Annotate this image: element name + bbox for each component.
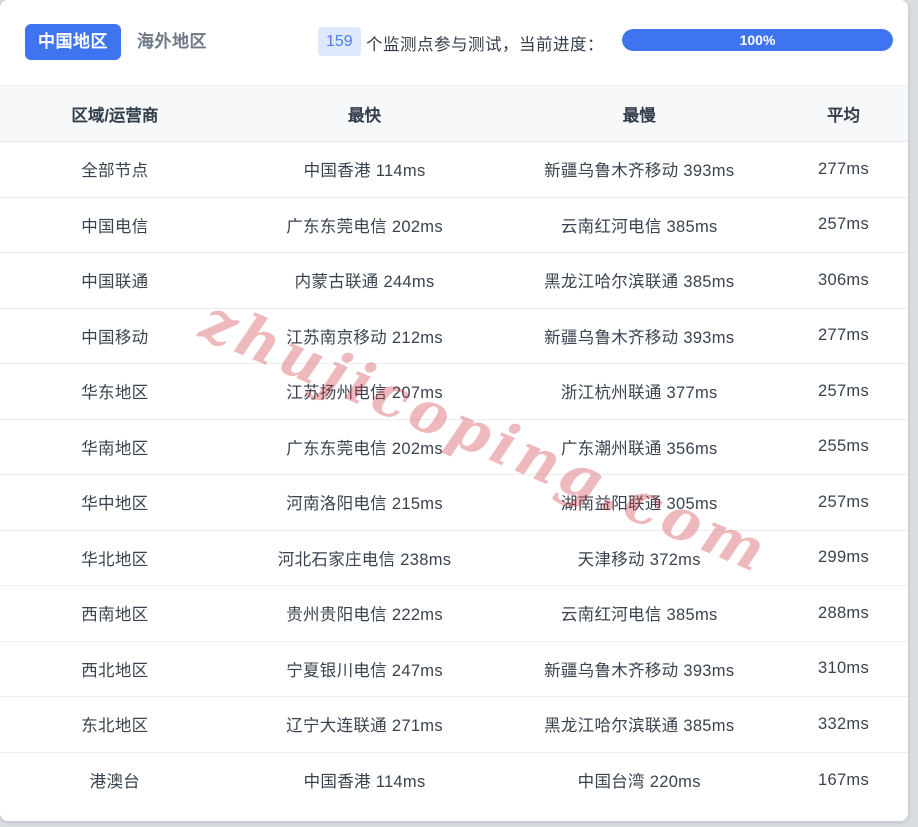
region-cell: 华北地区 [0,530,230,586]
average-cell: 310ms [779,641,908,697]
table-row: 中国联通 内蒙古联通 244ms 黑龙江哈尔滨联通 385ms 306ms [0,252,908,309]
region-cell: 华南地区 [0,419,230,475]
average-cell: 332ms [779,696,908,753]
topbar: 中国地区 海外地区 159 个监测点参与测试，当前进度： 100% [0,0,908,85]
average-cell: 255ms [779,419,908,475]
progress-fill: 100% [622,29,893,51]
tab-overseas-region[interactable]: 海外地区 [137,32,207,51]
region-cell: 西南地区 [0,585,230,642]
slowest-cell: 中国台湾 220ms [499,752,780,808]
slowest-cell: 黑龙江哈尔滨联通 385ms [499,696,780,753]
table-header-row: 区域/运营商 最快 最慢 平均 [0,85,908,142]
column-header-average: 平均 [779,85,908,142]
fastest-cell: 江苏南京移动 212ms [229,308,500,364]
region-cell: 西北地区 [0,641,230,697]
table-row: 西南地区 贵州贵阳电信 222ms 云南红河电信 385ms 288ms [0,585,908,642]
tab-china-region[interactable]: 中国地区 [25,24,121,61]
progress-label: 100% [739,32,776,48]
fastest-cell: 河南洛阳电信 215ms [229,474,500,531]
monitor-count-badge: 159 [318,27,361,57]
average-cell: 257ms [779,197,908,253]
fastest-cell: 广东东莞电信 202ms [229,197,500,253]
table-row: 华中地区 河南洛阳电信 215ms 湖南益阳联通 305ms 257ms [0,474,908,531]
average-cell: 299ms [779,530,908,586]
column-header-slowest: 最慢 [499,85,780,142]
region-cell: 东北地区 [0,696,230,753]
region-cell: 华东地区 [0,363,230,420]
slowest-cell: 天津移动 372ms [499,530,780,586]
average-cell: 306ms [779,252,908,309]
average-cell: 277ms [779,141,908,198]
region-cell: 中国移动 [0,308,230,364]
fastest-cell: 内蒙古联通 244ms [229,252,500,309]
average-cell: 167ms [779,752,908,808]
slowest-cell: 新疆乌鲁木齐移动 393ms [499,141,780,198]
fastest-cell: 中国香港 114ms [229,752,500,808]
fastest-cell: 辽宁大连联通 271ms [229,696,500,753]
table-row: 华南地区 广东东莞电信 202ms 广东潮州联通 356ms 255ms [0,419,908,475]
slowest-cell: 新疆乌鲁木齐移动 393ms [499,641,780,697]
latency-table: 区域/运营商 最快 最慢 平均 全部节点 中国香港 114ms 新疆乌鲁木齐移动 3… [0,85,908,808]
table-row: 东北地区 辽宁大连联通 271ms 黑龙江哈尔滨联通 385ms 332ms [0,696,908,753]
monitor-count-text: 个监测点参与测试，当前进度： [366,36,604,54]
region-cell: 中国联通 [0,252,230,309]
table-row: 华北地区 河北石家庄电信 238ms 天津移动 372ms 299ms [0,530,908,586]
average-cell: 257ms [779,363,908,420]
table-row: 华东地区 江苏扬州电信 207ms 浙江杭州联通 377ms 257ms [0,363,908,420]
slowest-cell: 湖南益阳联通 305ms [499,474,780,531]
fastest-cell: 江苏扬州电信 207ms [229,363,500,420]
average-cell: 257ms [779,474,908,531]
average-cell: 288ms [779,585,908,642]
progress-bar: 100% [622,29,893,51]
region-cell: 华中地区 [0,474,230,531]
fastest-cell: 贵州贵阳电信 222ms [229,585,500,642]
slowest-cell: 云南红河电信 385ms [499,585,780,642]
table-row: 港澳台 中国香港 114ms 中国台湾 220ms 167ms [0,752,908,808]
fastest-cell: 宁夏银川电信 247ms [229,641,500,697]
slowest-cell: 黑龙江哈尔滨联通 385ms [499,252,780,309]
column-header-fastest: 最快 [229,85,500,142]
fastest-cell: 广东东莞电信 202ms [229,419,500,475]
fastest-cell: 中国香港 114ms [229,141,500,198]
slowest-cell: 浙江杭州联通 377ms [499,363,780,420]
region-cell: 港澳台 [0,752,230,808]
fastest-cell: 河北石家庄电信 238ms [229,530,500,586]
region-cell: 全部节点 [0,141,230,198]
average-cell: 277ms [779,308,908,364]
slowest-cell: 广东潮州联通 356ms [499,419,780,475]
table-row: 西北地区 宁夏银川电信 247ms 新疆乌鲁木齐移动 393ms 310ms [0,641,908,697]
slowest-cell: 云南红河电信 385ms [499,197,780,253]
table-row: 中国移动 江苏南京移动 212ms 新疆乌鲁木齐移动 393ms 277ms [0,308,908,364]
region-cell: 中国电信 [0,197,230,253]
slowest-cell: 新疆乌鲁木齐移动 393ms [499,308,780,364]
table-row: 中国电信 广东东莞电信 202ms 云南红河电信 385ms 257ms [0,197,908,253]
table-row: 全部节点 中国香港 114ms 新疆乌鲁木齐移动 393ms 277ms [0,141,908,198]
column-header-region: 区域/运营商 [0,85,230,142]
